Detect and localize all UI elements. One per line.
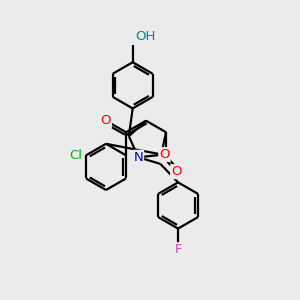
Text: O: O (171, 165, 181, 178)
Text: N: N (134, 151, 143, 164)
Text: O: O (159, 148, 170, 161)
Text: F: F (174, 243, 182, 256)
Text: OH: OH (135, 30, 155, 44)
Text: Cl: Cl (69, 149, 82, 162)
Text: O: O (100, 114, 111, 127)
